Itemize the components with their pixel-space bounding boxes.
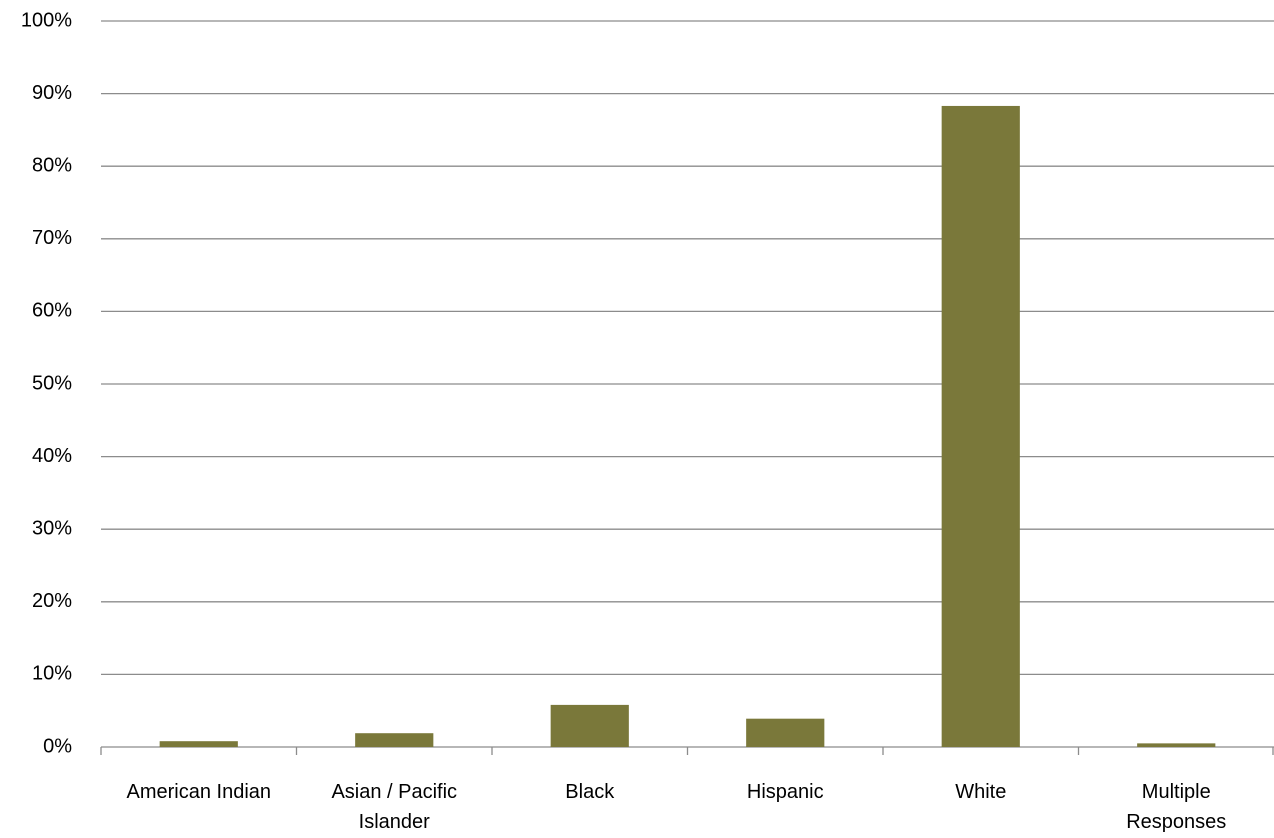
x-tick-label: Multiple Responses [1126, 781, 1227, 833]
x-tick-label: White [955, 781, 1007, 803]
y-tick-label: 90% [32, 82, 72, 104]
x-tick-label: Black [565, 781, 615, 803]
y-tick-label: 0% [43, 735, 72, 757]
y-tick-label: 50% [32, 372, 72, 394]
x-tick-label: American Indian [126, 781, 272, 803]
x-tick-label: Asian / Pacific Islander [331, 781, 458, 833]
y-tick-label: 60% [32, 300, 72, 322]
y-tick-label: 20% [32, 590, 72, 612]
bar [550, 704, 629, 747]
bar [941, 105, 1020, 747]
y-tick-label: 40% [32, 445, 72, 467]
bar [746, 718, 825, 747]
y-tick-label: 100% [21, 9, 72, 31]
x-tick-label: Hispanic [746, 781, 824, 803]
bar [355, 733, 434, 747]
bar [159, 741, 238, 747]
bar [1137, 743, 1216, 747]
y-tick-label: 30% [32, 517, 72, 539]
y-tick-label: 10% [32, 663, 72, 685]
y-tick-label: 80% [32, 154, 72, 176]
y-tick-label: 70% [32, 227, 72, 249]
